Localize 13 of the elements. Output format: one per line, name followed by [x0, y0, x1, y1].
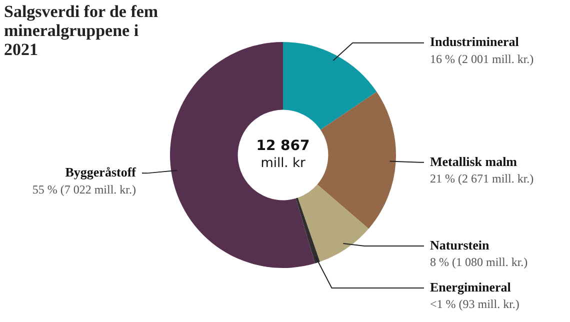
- slice-label: Byggeråstoff: [65, 164, 137, 180]
- slice-label: Metallisk malm: [430, 154, 518, 169]
- chart-title: Salgsverdi for de fem mineralgruppene i 2021: [4, 2, 160, 59]
- data-label: 21 % (2 671 mill. kr.): [430, 172, 534, 186]
- slice-label: Naturstein: [430, 237, 490, 252]
- data-label: 55 % (7 022 mill. kr.): [32, 182, 136, 196]
- slice-label: Industrimineral: [430, 34, 520, 50]
- slice-label: Energimineral: [430, 279, 512, 294]
- text: mill. kr: [260, 156, 306, 171]
- text: 12 867: [256, 138, 310, 154]
- data-label: <1 % (93 mill. kr.): [430, 297, 520, 312]
- data-label: 16 % (2 001 mill. kr.): [430, 52, 534, 66]
- data-label: 8 % (1 080 mill. kr.): [430, 255, 528, 270]
